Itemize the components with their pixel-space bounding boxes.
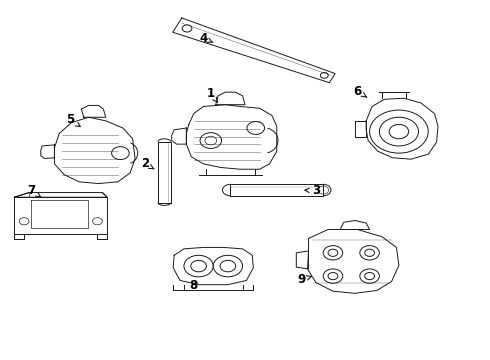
Text: 6: 6 — [353, 85, 367, 98]
Text: 5: 5 — [66, 113, 80, 127]
Text: 1: 1 — [207, 87, 218, 102]
Text: 7: 7 — [27, 184, 41, 197]
Text: 2: 2 — [141, 157, 154, 170]
Text: 3: 3 — [305, 184, 320, 197]
Text: 8: 8 — [190, 279, 198, 292]
Text: 9: 9 — [297, 273, 311, 286]
Text: 4: 4 — [199, 32, 213, 45]
